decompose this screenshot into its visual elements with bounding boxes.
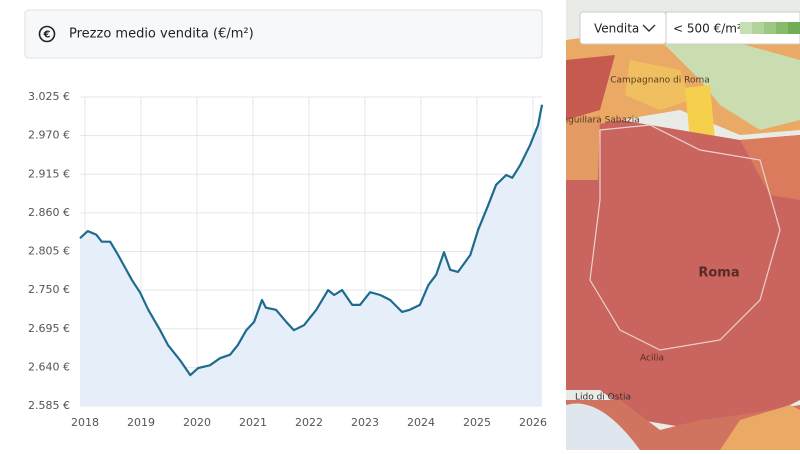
header-box [24,9,543,59]
y-tick-label: 2.585 € [28,399,70,412]
x-tick-label: 2024 [407,416,435,429]
map: Roma Acilia Lido di Ostia Anguillara Sab… [556,0,800,450]
euro-symbol: € [43,30,51,41]
legend-label: < 500 €/m² [673,22,742,36]
zone [566,115,600,180]
area [80,104,542,406]
y-tick-label: 2.915 € [28,167,70,180]
x-tick-label: 2020 [183,416,211,429]
zone [685,85,715,140]
x-tick-label: 2023 [351,416,379,429]
x-tick-label: 2021 [239,416,267,429]
legend-swatch [788,22,800,34]
map-label: Roma [698,266,739,281]
header-title: Prezzo medio vendita (€/m²) [69,27,254,42]
mode-label: Vendita [594,22,639,36]
zone [566,55,615,120]
zone [660,38,800,130]
zone [566,120,800,430]
y-tick-label: 2.750 € [28,283,70,296]
x-tick-label: 2026 [519,416,547,429]
zone [740,135,800,200]
x-tick-label: 2025 [463,416,491,429]
chart: 2.585 € 2.640 € 2.695 € 2.750 € 2.805 € 2.860… [28,90,547,429]
line [79,104,544,377]
legend-swatch [764,22,776,34]
x-tick-label: 2022 [295,416,323,429]
legend-swatch [740,22,752,34]
sea [566,403,640,450]
legend-swatch [776,22,788,34]
map-label: Anguillara Sabazia [556,116,640,126]
zone [720,405,800,450]
y-tick-label: 2.805 € [28,245,70,258]
map-label: Acilia [640,354,664,364]
y-tick-label: 2.640 € [28,360,70,373]
y-tick-label: 3.025 € [28,90,70,103]
map-label: Campagnano di Roma [610,76,710,86]
y-tick-label: 2.970 € [28,129,70,142]
x-tick-label: 2018 [71,416,99,429]
x-tick-label: 2019 [127,416,155,429]
chevron [642,24,656,32]
map-label: Lido di Ostia [575,393,631,403]
legend-swatch [752,22,764,34]
y-tick-label: 2.695 € [28,322,70,335]
border [589,124,781,351]
euro-icon [38,25,56,43]
zone [625,60,690,110]
y-tick-label: 2.860 € [28,206,70,219]
